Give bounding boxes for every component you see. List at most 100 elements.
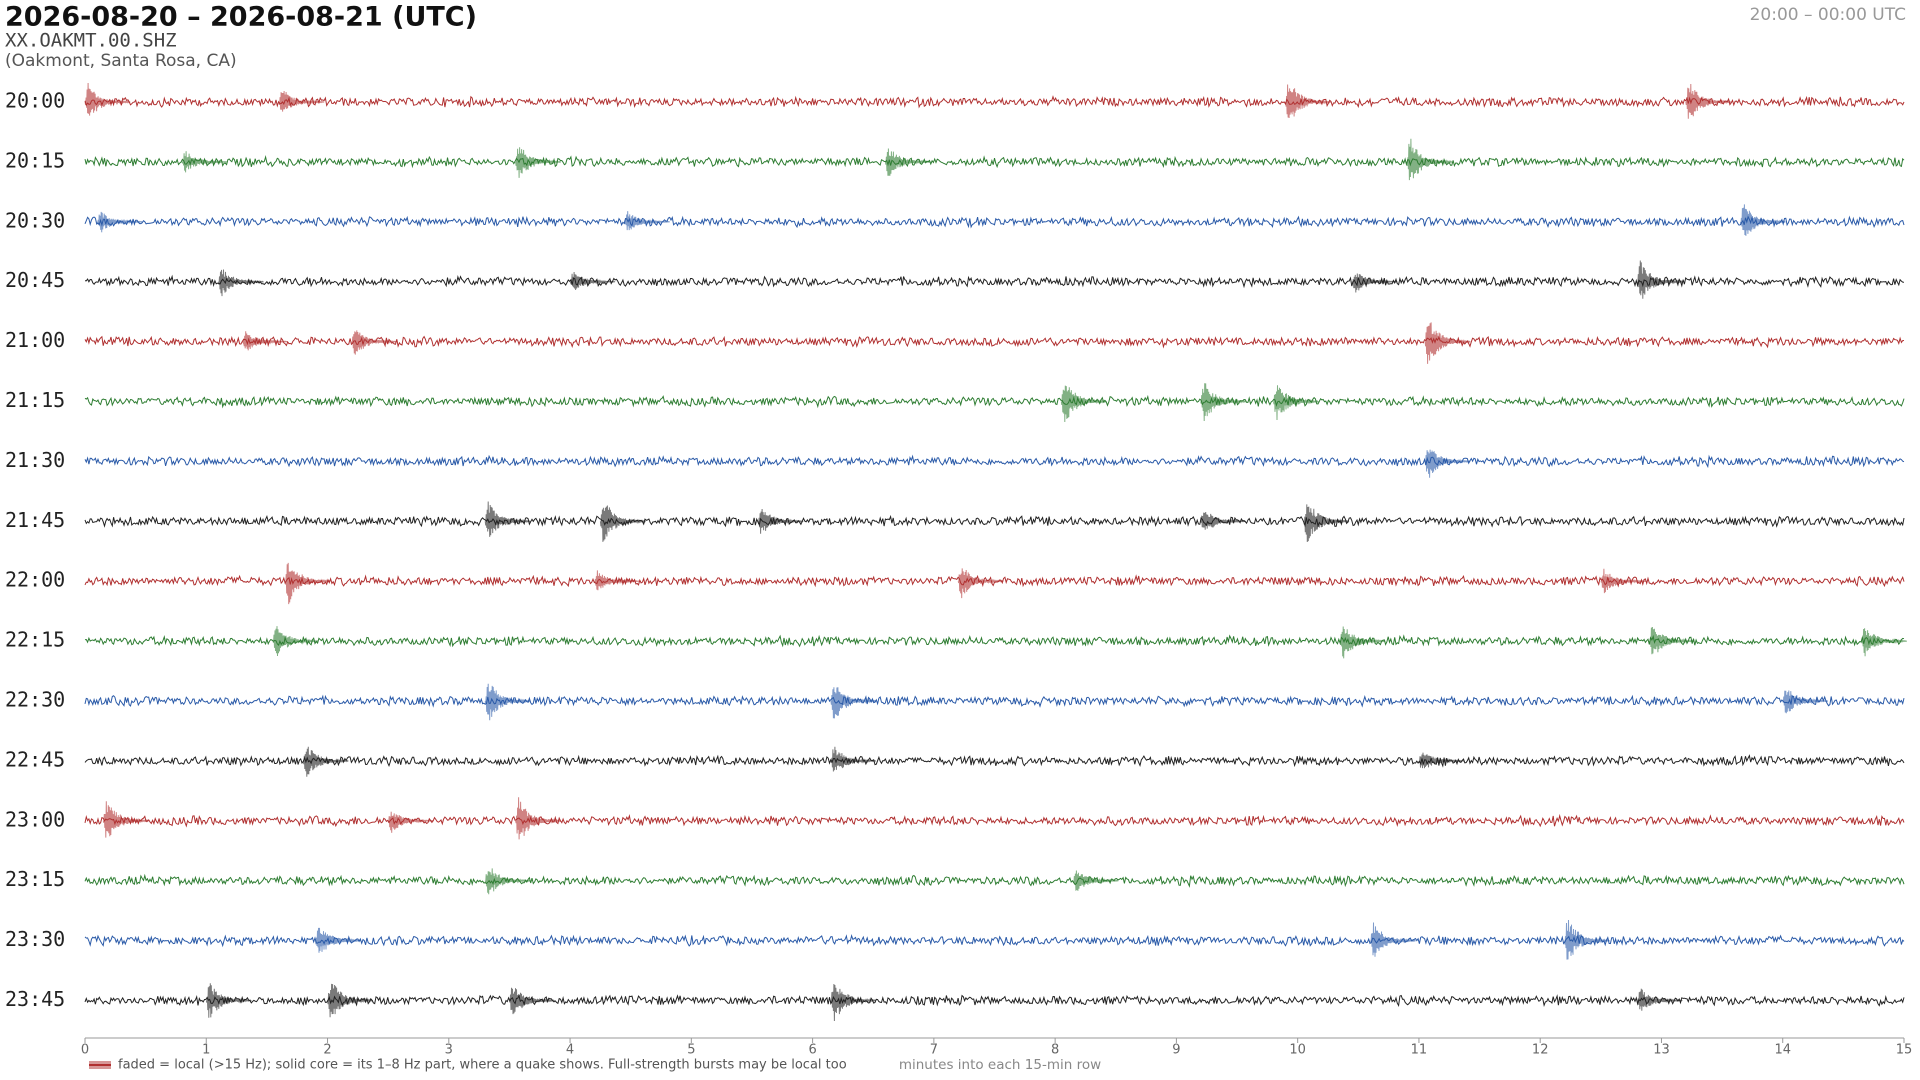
burst	[302, 746, 349, 777]
burst	[1685, 83, 1732, 119]
burst	[96, 211, 143, 233]
x-tick-label: 4	[566, 1043, 574, 1058]
burst	[484, 683, 531, 721]
burst	[1406, 138, 1453, 181]
x-tick-label: 6	[808, 1043, 816, 1058]
row-label: 23:30	[5, 927, 65, 951]
x-tick-label: 9	[1172, 1043, 1180, 1058]
row-label: 23:00	[5, 807, 65, 831]
burst	[484, 868, 531, 895]
burst	[1273, 385, 1319, 421]
burst	[515, 797, 562, 840]
x-tick-label: 2	[323, 1043, 331, 1058]
x-tick-label: 3	[445, 1043, 453, 1058]
chart-title: 2026-08-20 – 2026-08-21 (UTC)	[5, 2, 477, 33]
burst	[278, 90, 325, 112]
time-range: 20:00 – 00:00 UTC	[1750, 5, 1906, 25]
burst	[1060, 385, 1107, 423]
trace	[84, 155, 1905, 169]
x-tick-label: 5	[687, 1043, 695, 1058]
row-label: 20:45	[5, 268, 65, 292]
burst	[1600, 568, 1647, 594]
burst	[102, 801, 149, 838]
trace	[84, 454, 1905, 469]
burst	[387, 811, 434, 833]
trace	[84, 95, 1905, 109]
trace	[84, 754, 1905, 768]
row-label: 20:30	[5, 208, 65, 232]
burst	[272, 626, 319, 657]
x-tick-label: 15	[1896, 1043, 1913, 1058]
burst	[884, 148, 931, 176]
station: XX.OAKMT.00.SHZ	[5, 30, 177, 52]
burst	[957, 568, 1004, 599]
burst	[757, 508, 804, 534]
burst	[830, 687, 877, 719]
burst	[509, 987, 555, 1015]
row-label: 21:30	[5, 448, 65, 472]
burst	[1636, 260, 1683, 299]
row-label: 21:00	[5, 328, 65, 352]
burst	[242, 331, 289, 351]
trace	[84, 873, 1905, 888]
burst	[84, 82, 131, 116]
burst	[284, 562, 331, 605]
x-tick-label: 8	[1051, 1043, 1059, 1058]
x-tick-label: 0	[81, 1043, 89, 1058]
row-label: 22:15	[5, 628, 65, 652]
trace	[84, 514, 1905, 528]
burst	[593, 570, 640, 591]
burst	[1351, 273, 1398, 293]
row-label: 23:45	[5, 987, 65, 1011]
burst	[181, 151, 228, 173]
burst	[351, 330, 398, 355]
burst	[1564, 919, 1610, 960]
burst	[830, 746, 877, 772]
burst	[205, 983, 252, 1018]
burst	[1303, 504, 1350, 543]
row-label: 20:15	[5, 148, 65, 172]
burst	[1418, 752, 1465, 769]
burst	[1424, 449, 1471, 478]
burst	[1739, 204, 1786, 236]
row-label: 22:45	[5, 747, 65, 771]
legend-text: faded = local (>15 Hz); solid core = its…	[118, 1058, 847, 1073]
burst	[1370, 922, 1416, 957]
burst	[1636, 988, 1683, 1011]
burst	[1648, 626, 1695, 655]
x-tick-label: 12	[1532, 1043, 1549, 1058]
burst	[1339, 626, 1386, 659]
burst	[1861, 628, 1908, 657]
trace	[84, 394, 1905, 409]
trace	[84, 634, 1905, 648]
trace	[84, 933, 1905, 948]
burst	[830, 983, 877, 1022]
x-tick-label: 13	[1653, 1043, 1670, 1058]
row-label: 23:15	[5, 867, 65, 891]
x-axis-label: minutes into each 15-min row	[899, 1057, 1101, 1073]
burst	[1072, 870, 1119, 891]
burst	[1782, 690, 1829, 714]
x-tick-label: 7	[930, 1043, 938, 1058]
trace	[84, 813, 1905, 828]
trace	[84, 694, 1905, 708]
burst	[1200, 383, 1247, 422]
burst	[569, 271, 616, 291]
legend-swatch-core	[89, 1064, 111, 1066]
burst	[218, 269, 264, 297]
burst	[1200, 511, 1247, 530]
burst	[599, 505, 646, 542]
burst	[515, 147, 562, 178]
burst	[484, 501, 531, 537]
burst	[315, 927, 361, 953]
row-label: 21:15	[5, 388, 65, 412]
trace	[84, 274, 1905, 289]
burst	[327, 983, 374, 1018]
burst	[624, 211, 670, 231]
trace	[84, 215, 1905, 229]
trace	[84, 994, 1905, 1008]
x-tick-label: 10	[1289, 1043, 1306, 1058]
burst	[1285, 84, 1331, 119]
